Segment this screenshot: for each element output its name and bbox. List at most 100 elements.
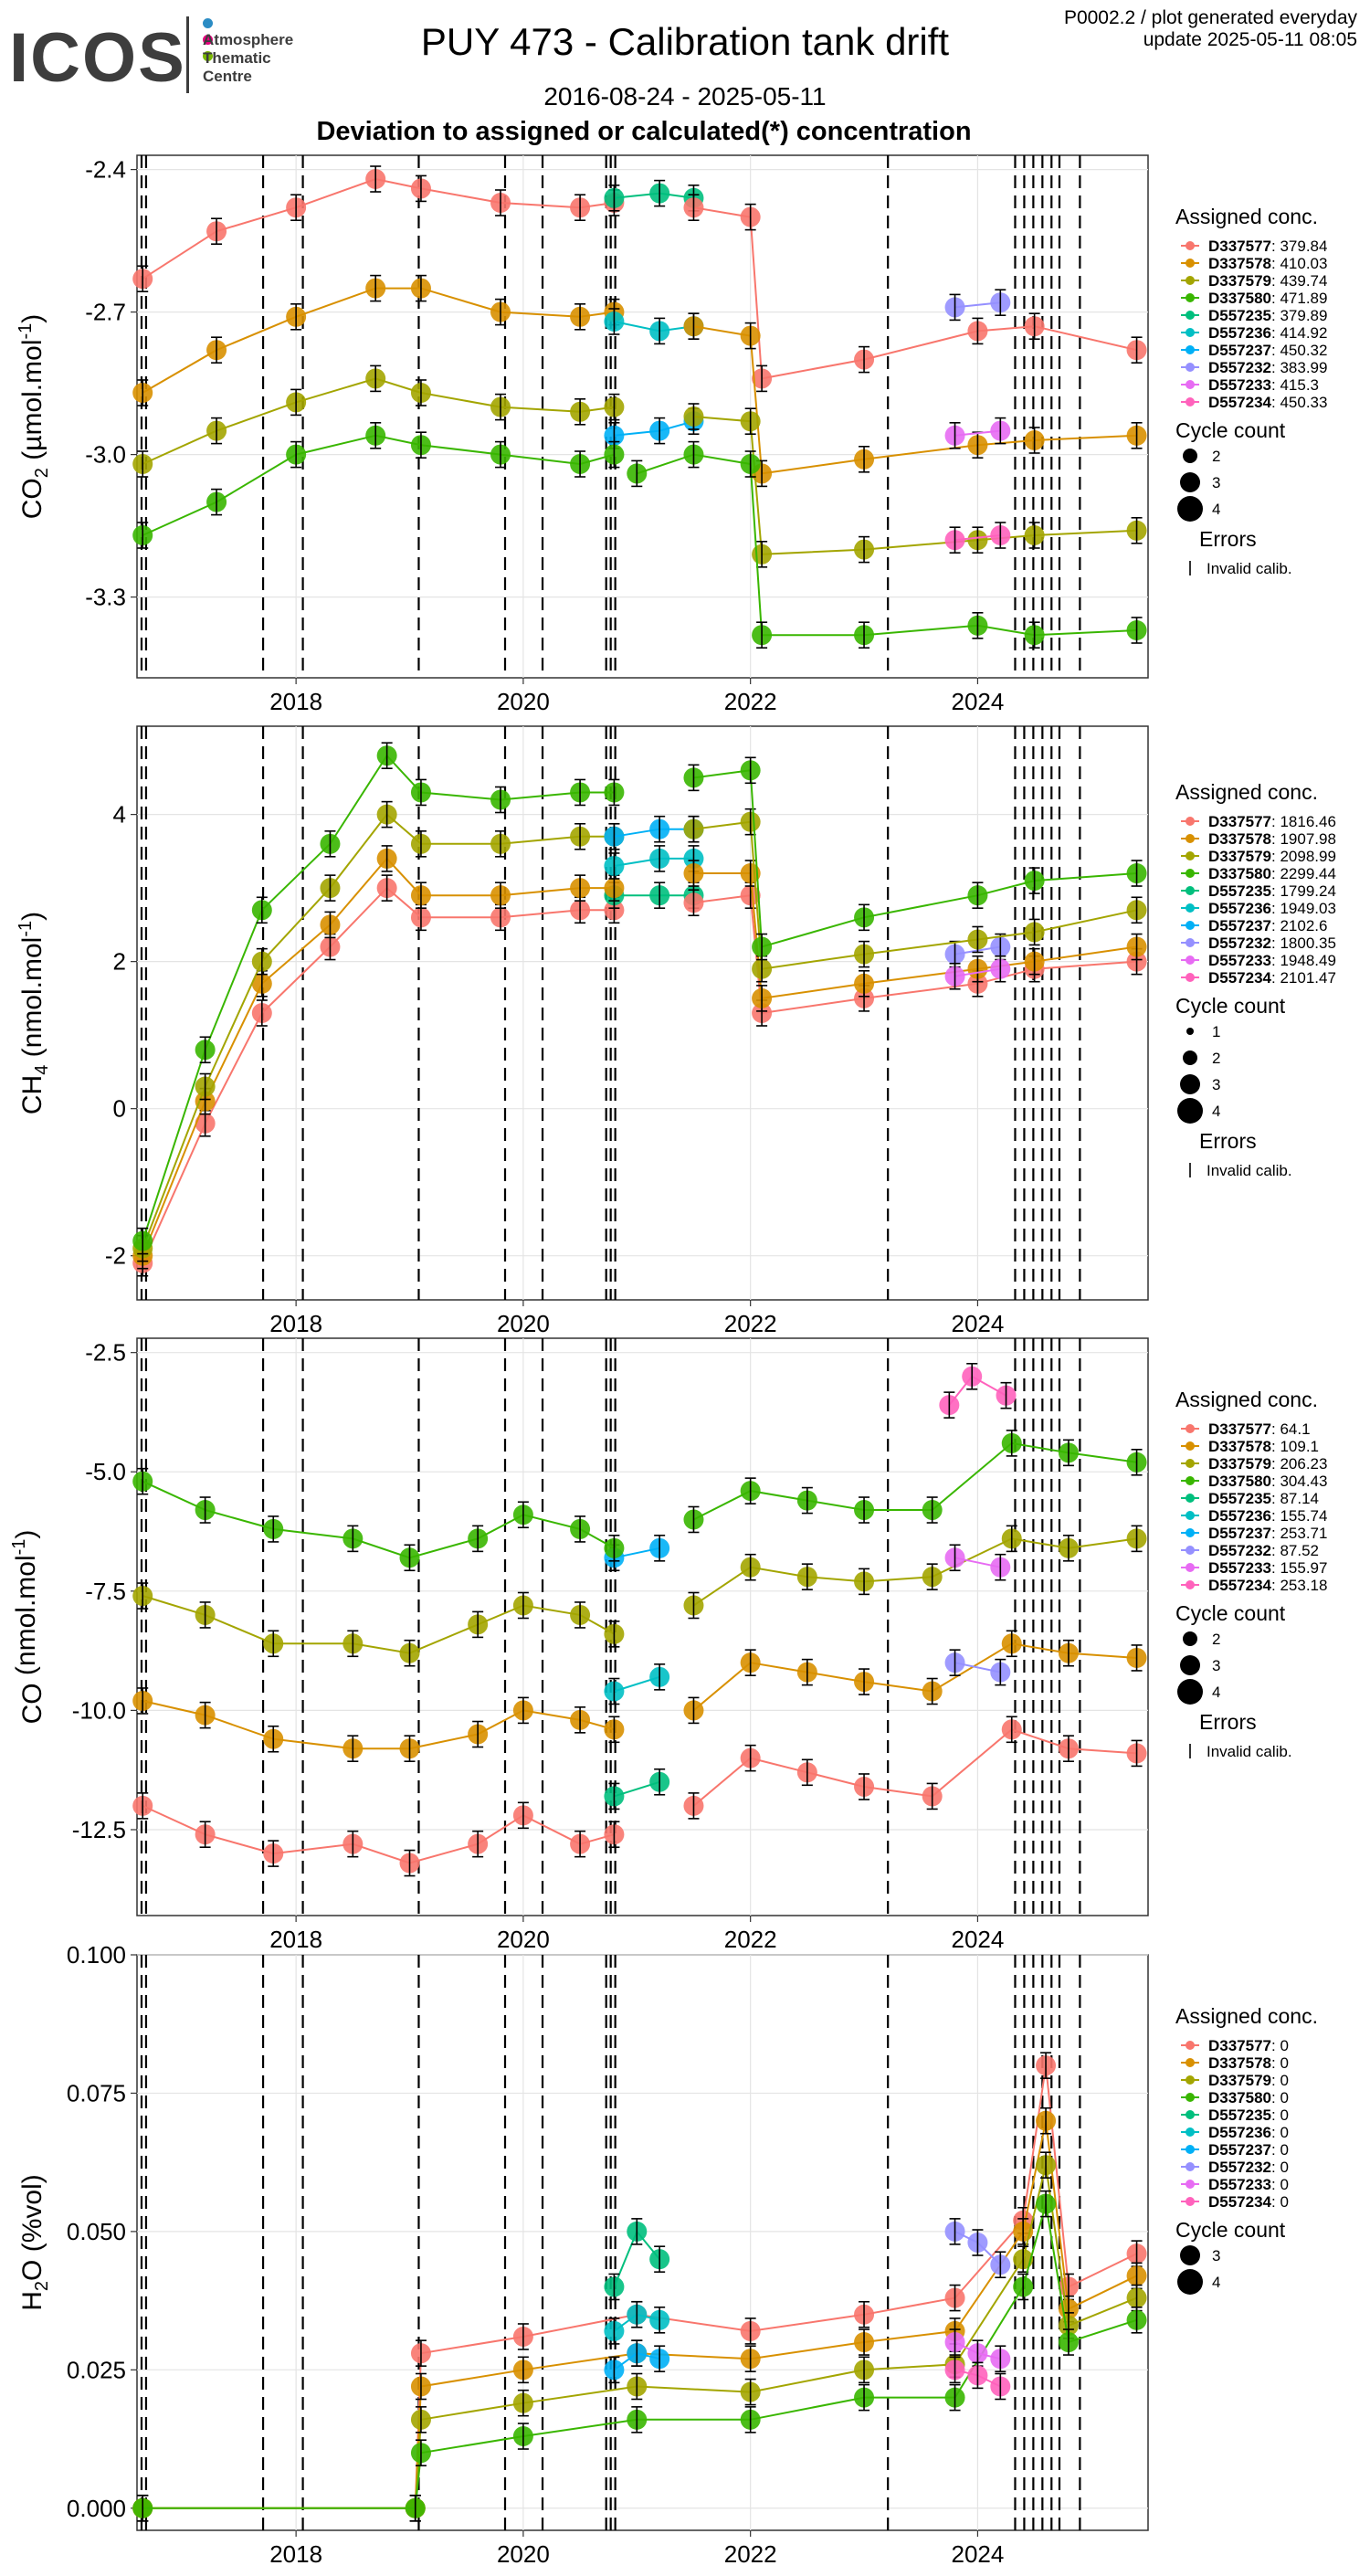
legend-entry: D337580: 471.89	[1208, 290, 1327, 307]
y-tick-label: -3.0	[85, 441, 126, 469]
legend-key-dot	[1186, 886, 1195, 895]
legend-entry: D337577: 1816.46	[1208, 813, 1336, 830]
legend-key-dot	[1186, 2127, 1195, 2137]
x-tick-label: 2022	[724, 2540, 777, 2568]
legend-entry: D337577: 0	[1208, 2037, 1289, 2054]
legend-entry: D557235: 379.89	[1208, 307, 1327, 324]
legend-entry: D337580: 2299.44	[1208, 865, 1336, 882]
legend-entry: D557237: 2102.6	[1208, 917, 1327, 934]
cycle-count-label: 3	[1212, 1657, 1220, 1674]
legend-key-dot	[1186, 241, 1195, 250]
legend-key-dot	[1186, 276, 1195, 285]
errors-label: Invalid calib.	[1207, 1162, 1292, 1179]
cycle-count-label: 4	[1212, 1103, 1220, 1120]
legend-entry: D337578: 109.1	[1208, 1438, 1319, 1455]
legend-entry: D337579: 206.23	[1208, 1455, 1327, 1473]
legend-key-dot	[1186, 2180, 1195, 2189]
legend-key-dot	[1186, 1580, 1195, 1589]
cycle-count-key	[1183, 1631, 1197, 1646]
plot-id: P0002.2 / plot generated everyday	[1063, 7, 1357, 28]
legend-entry: D337580: 0	[1208, 2089, 1289, 2106]
cycle-count-key	[1177, 1098, 1203, 1124]
legend-entry: D337578: 410.03	[1208, 255, 1327, 272]
legend-entry: D557233: 0	[1208, 2176, 1289, 2193]
legend-entry: D557234: 2101.47	[1208, 969, 1336, 987]
legend-key-dot	[1186, 834, 1195, 843]
cycle-count-label: 3	[1212, 1076, 1220, 1093]
cycle-count-key	[1177, 1679, 1203, 1705]
x-tick-label: 2022	[724, 1926, 777, 1953]
legend-entry: D557234: 253.18	[1208, 1577, 1327, 1594]
cycle-count-key	[1183, 1050, 1197, 1065]
legend-entry: D337580: 304.43	[1208, 1473, 1327, 1490]
cycle-count-key	[1180, 1655, 1200, 1675]
legend-key-dot	[1186, 2041, 1195, 2050]
legend-entry: D337578: 0	[1208, 2054, 1289, 2072]
errors-title: Errors	[1199, 1129, 1257, 1153]
legend-key-dot	[1186, 1459, 1195, 1468]
update-info: P0002.2 / plot generated everyday update…	[1064, 7, 1357, 51]
date-range: 2016-08-24 - 2025-05-11	[543, 82, 827, 111]
x-tick-label: 2020	[497, 1926, 550, 1953]
x-tick-label: 2018	[269, 1926, 322, 1953]
legend-key-dot	[1186, 2145, 1195, 2154]
x-tick-label: 2022	[724, 1310, 777, 1337]
legend-key-dot	[1186, 903, 1195, 913]
legend-entry: D557232: 383.99	[1208, 359, 1327, 376]
logo-sub-line: Centre	[203, 68, 252, 85]
legend-entry: D557237: 0	[1208, 2141, 1289, 2159]
cycle-count-key	[1177, 496, 1203, 522]
legend-entry: D557236: 414.92	[1208, 324, 1327, 342]
y-tick-label: -5.0	[85, 1458, 126, 1485]
y-axis-label: H2O (%vol)	[17, 2174, 52, 2310]
legend-key-dot	[1186, 1424, 1195, 1433]
cycle-count-label: 2	[1212, 1631, 1220, 1648]
errors-title: Errors	[1199, 1710, 1257, 1734]
cycle-count-label: 3	[1212, 474, 1220, 491]
cycle-count-label: 3	[1212, 2247, 1220, 2265]
y-tick-label: -10.0	[72, 1696, 126, 1724]
x-tick-label: 2024	[952, 2540, 1005, 2568]
y-tick-label: -2.4	[85, 156, 126, 184]
legend-key-dot	[1186, 851, 1195, 860]
legend-key-dot	[1186, 1511, 1195, 1520]
legend-entry: D557235: 0	[1208, 2106, 1289, 2124]
legend-entry: D557235: 87.14	[1208, 1490, 1319, 1507]
legend-key-dot	[1186, 2058, 1195, 2067]
legend-key-dot	[1186, 345, 1195, 354]
legend-entry: D557233: 155.97	[1208, 1559, 1327, 1577]
update-time: update 2025-05-11 08:05	[1143, 29, 1357, 50]
series-line	[142, 177, 615, 280]
series-line	[142, 287, 615, 394]
logo-wordmark: ICOS	[9, 19, 186, 97]
legend-key-dot	[1186, 328, 1195, 337]
x-tick-label: 2024	[952, 688, 1005, 715]
legend-entry: D557232: 1800.35	[1208, 934, 1336, 952]
legend-key-dot	[1186, 259, 1195, 268]
errors-label: Invalid calib.	[1207, 560, 1292, 577]
cycle-count-key	[1183, 449, 1197, 463]
cycle-count-key	[1180, 2245, 1200, 2265]
legend-entry: D557235: 1799.24	[1208, 882, 1336, 900]
legend-entry: D337578: 1907.98	[1208, 830, 1336, 848]
legend-title: Assigned conc.	[1175, 205, 1318, 228]
cycle-count-label: 4	[1212, 1684, 1220, 1701]
legend-key-dot	[1186, 973, 1195, 982]
legend-key-dot	[1186, 1441, 1195, 1451]
y-axis-label: CO2 (µmol.mol-1)	[16, 314, 52, 520]
legend-key-dot	[1186, 1476, 1195, 1485]
plot-panel	[136, 154, 1149, 679]
y-tick-label: -2	[105, 1242, 126, 1270]
legend-key-dot	[1186, 2093, 1195, 2102]
cycle-count-label: 1	[1212, 1023, 1220, 1040]
x-tick-label: 2018	[269, 1310, 322, 1337]
legend-key-dot	[1186, 2110, 1195, 2119]
legend-key-dot	[1186, 380, 1195, 389]
legend-title: Assigned conc.	[1175, 1388, 1318, 1411]
cycle-count-key	[1177, 2269, 1203, 2295]
legend-key-dot	[1186, 311, 1195, 320]
legend-entry: D557236: 0	[1208, 2124, 1289, 2141]
y-tick-label: 0.075	[67, 2079, 126, 2106]
x-tick-label: 2020	[497, 688, 550, 715]
